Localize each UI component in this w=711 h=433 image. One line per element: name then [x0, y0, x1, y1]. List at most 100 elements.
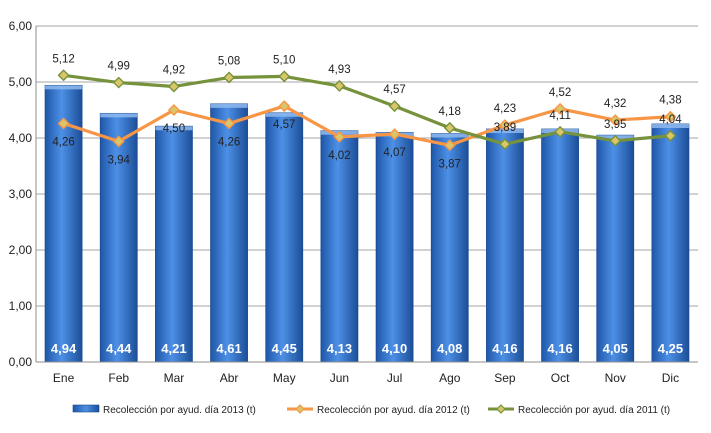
point-data-label: 4,52 [549, 87, 571, 99]
series-point [278, 100, 291, 113]
point-data-label: 4,32 [604, 98, 626, 110]
series-point [388, 100, 401, 113]
legend-bar-swatch [72, 404, 100, 413]
x-tick-label: Mar [164, 371, 185, 385]
bar [210, 103, 248, 363]
legend-marker [496, 404, 506, 414]
y-tick-label: 3,00 [9, 187, 33, 201]
series-point [57, 117, 70, 130]
series-line [63, 104, 671, 147]
x-tick-label: Dic [662, 371, 679, 385]
axis-layer: 0,00 1,00 2,00 3,00 4,00 5,00 6,00 Ene Feb Mar Abr… [9, 19, 698, 385]
bar-data-label: 4,45 [272, 341, 297, 356]
grid-layer [36, 25, 698, 307]
series-point [609, 134, 622, 147]
series-point [112, 135, 125, 148]
bar-data-label: 4,16 [492, 341, 517, 356]
bar-top-highlight [100, 113, 138, 118]
x-tick-label: Nov [605, 371, 626, 385]
point-data-label: 4,18 [439, 106, 461, 118]
series-point [112, 76, 125, 89]
y-tick-label: 6,00 [9, 19, 33, 33]
bar [651, 123, 690, 363]
bar-data-label: 4,21 [161, 341, 186, 356]
series-point [664, 110, 677, 123]
bar-top-highlight [431, 133, 469, 138]
series-point [167, 104, 180, 116]
bar [99, 112, 138, 363]
series-line [63, 73, 671, 146]
legend-entry: Recolección por ayud. día 2012 (t) [287, 404, 470, 416]
series-point [57, 69, 70, 82]
series-point [167, 80, 180, 93]
bar-data-label: 4,94 [51, 341, 77, 356]
series-point [498, 119, 511, 132]
bar [155, 125, 193, 363]
point-data-label: 5,10 [273, 54, 295, 66]
point-data-label: 4,38 [659, 95, 681, 107]
x-tick-label: Ene [53, 371, 75, 385]
point-data-label: 3,94 [108, 154, 131, 166]
point-data-label: 4,99 [108, 61, 130, 73]
bar-data-label: 4,25 [658, 341, 683, 356]
bar [596, 134, 635, 363]
legend-label: Recolección por ayud. día 2011 (t) [518, 405, 670, 416]
bar [541, 128, 579, 363]
point-data-label: 4,07 [383, 147, 405, 159]
series-point [333, 130, 346, 143]
y-tick-label: 5,00 [9, 75, 33, 89]
legend-label: Recolección por ayud. día 2012 (t) [317, 405, 470, 416]
bar [486, 128, 524, 363]
legend: Recolección por ayud. día 2013 (t) Recole… [72, 404, 670, 416]
bar [265, 112, 304, 363]
bar-top-highlight [45, 85, 83, 90]
bar-top-highlight [651, 124, 689, 128]
y-tick-label: 1,00 [9, 299, 33, 313]
series-point [443, 139, 456, 152]
series-point [443, 121, 456, 134]
bar-data-label: 4,10 [382, 341, 407, 356]
x-tick-label: Jul [387, 371, 402, 385]
y-tick-label: 4,00 [9, 131, 33, 145]
bar-data-label: 4,44 [106, 341, 132, 356]
bar [375, 131, 414, 363]
x-tick-label: Jun [330, 371, 349, 385]
series-point [498, 138, 511, 151]
legend-entry: Recolección por ayud. día 2013 (t) [72, 404, 256, 416]
x-tick-label: Oct [551, 371, 570, 385]
series-point [278, 70, 291, 83]
point-data-label: 5,12 [52, 53, 74, 65]
bar [430, 133, 469, 363]
x-tick-label: Sep [494, 371, 516, 385]
point-data-label: 4,11 [549, 110, 571, 122]
y-tick-label: 2,00 [9, 243, 33, 257]
point-data-label: 4,57 [273, 119, 295, 131]
bars-layer [44, 84, 690, 363]
point-data-label: 4,92 [163, 64, 185, 76]
bar-top-highlight [265, 112, 303, 117]
series-point [609, 114, 622, 127]
series-point [223, 71, 236, 84]
x-tick-label: May [273, 371, 296, 385]
point-data-label: 4,23 [494, 103, 516, 115]
bar-data-label: 4,08 [437, 341, 462, 356]
point-data-label: 4,93 [328, 64, 350, 76]
point-data-label: 4,04 [659, 114, 682, 126]
point-data-label: 4,26 [218, 136, 240, 148]
point-data-label: 4,50 [163, 123, 185, 135]
bar-data-label: 4,61 [216, 341, 241, 356]
point-data-label: 5,08 [218, 56, 240, 68]
bar [320, 130, 359, 363]
point-data-label: 3,89 [494, 122, 516, 134]
series-point [554, 102, 567, 115]
point-data-label: 4,02 [328, 150, 350, 162]
labels-layer: 4,94 4,44 4,21 4,61 4,45 4,13 4,10 4,08 4,16 4,16… [51, 53, 683, 356]
legend-label: Recolección por ayud. día 2013 (t) [103, 405, 256, 416]
x-tick-label: Abr [220, 371, 239, 385]
bar-data-label: 4,16 [547, 341, 572, 356]
x-tick-label: Ago [439, 371, 461, 385]
legend-entry: Recolección por ayud. día 2011 (t) [488, 404, 670, 416]
bar-top-highlight [210, 103, 248, 108]
